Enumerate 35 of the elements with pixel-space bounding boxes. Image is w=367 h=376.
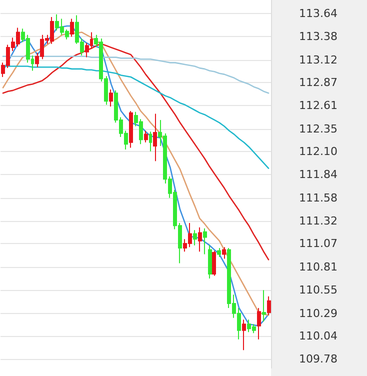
y-tick-label: 110.55	[299, 284, 338, 297]
y-tick-label: 111.07	[299, 237, 338, 250]
candlestick	[203, 228, 207, 255]
y-tick-label: 112.87	[299, 76, 338, 89]
candlestick	[208, 244, 212, 279]
candlestick	[242, 319, 246, 351]
candlestick	[257, 308, 261, 340]
candlestick	[70, 18, 74, 38]
candlestick	[153, 113, 157, 162]
candlestick	[212, 250, 216, 276]
candlestick	[198, 226, 202, 252]
candlestick	[149, 131, 152, 152]
line-series	[2, 56, 270, 94]
y-tick-label: 112.61	[299, 99, 338, 112]
y-tick-label: 112.35	[299, 122, 338, 136]
candlestick	[267, 296, 271, 316]
y-tick-label: 113.38	[299, 30, 338, 44]
y-tick-label: 109.78	[299, 352, 338, 366]
y-tick-label: 113.64	[299, 6, 338, 20]
candlestick	[144, 130, 148, 143]
candlestick	[222, 246, 226, 260]
candlestick	[109, 89, 113, 108]
line-series	[2, 66, 270, 169]
y-tick-label: 112.10	[299, 144, 338, 158]
candlestick	[193, 230, 197, 246]
y-tick-label: 110.81	[299, 260, 338, 274]
y-tick-label: 111.32	[299, 214, 338, 228]
y-tick-label: 113.12	[299, 53, 338, 66]
y-tick-label: 111.84	[299, 168, 338, 182]
y-tick-label: 110.04	[299, 329, 338, 342]
y-tick-label: 110.29	[299, 306, 338, 320]
candlestick	[262, 290, 266, 322]
y-tick-label: 111.58	[299, 191, 338, 204]
candlestick	[217, 248, 221, 258]
candlestick	[129, 110, 133, 148]
